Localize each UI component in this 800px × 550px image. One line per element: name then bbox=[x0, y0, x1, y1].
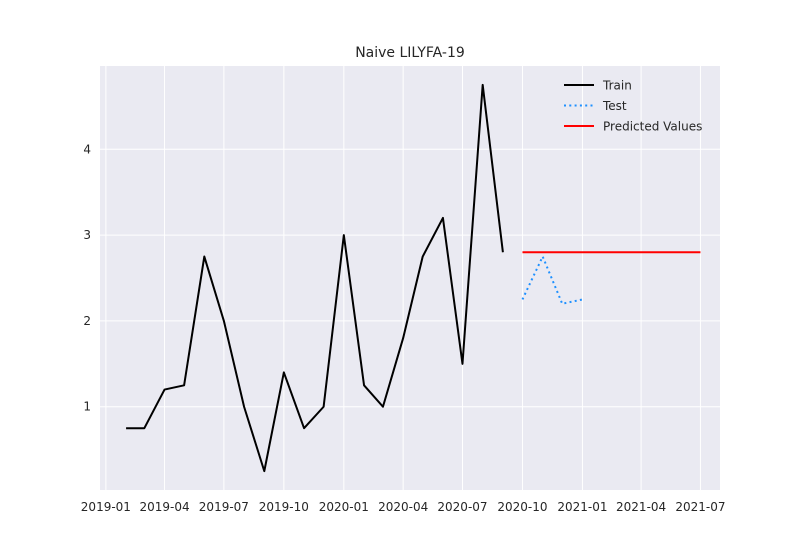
x-tick-label: 2020-01 bbox=[319, 500, 369, 514]
y-axis-ticks: 1 2 3 4 bbox=[83, 142, 91, 413]
legend: Train Test Predicted Values bbox=[564, 79, 702, 134]
x-tick-label: 2021-04 bbox=[616, 500, 666, 514]
x-tick-label: 2019-07 bbox=[199, 500, 249, 514]
x-tick-label: 2019-10 bbox=[259, 500, 309, 514]
legend-label-predicted-values: Predicted Values bbox=[603, 120, 702, 134]
x-tick-label: 2020-04 bbox=[378, 500, 428, 514]
chart-title: Naive LILYFA-19 bbox=[355, 45, 465, 61]
x-tick-label: 2020-07 bbox=[437, 500, 487, 514]
grid bbox=[100, 66, 720, 490]
y-tick-label: 1 bbox=[83, 400, 91, 414]
plot-area bbox=[100, 66, 720, 490]
x-tick-label: 2020-10 bbox=[497, 500, 547, 514]
x-tick-label: 2019-04 bbox=[139, 500, 189, 514]
x-tick-label: 2021-01 bbox=[557, 500, 607, 514]
y-tick-label: 3 bbox=[83, 228, 91, 242]
y-tick-label: 2 bbox=[83, 314, 91, 328]
x-tick-label: 2019-01 bbox=[81, 500, 131, 514]
x-axis-ticks: 2019-01 2019-04 2019-07 2019-10 2020-01 2020-… bbox=[81, 500, 726, 514]
x-tick-label: 2021-07 bbox=[675, 500, 725, 514]
series-layer bbox=[126, 83, 701, 473]
train-series-line bbox=[126, 83, 504, 473]
y-tick-label: 4 bbox=[83, 142, 91, 156]
legend-label-test: Test bbox=[602, 99, 627, 113]
legend-label-train: Train bbox=[602, 79, 632, 93]
